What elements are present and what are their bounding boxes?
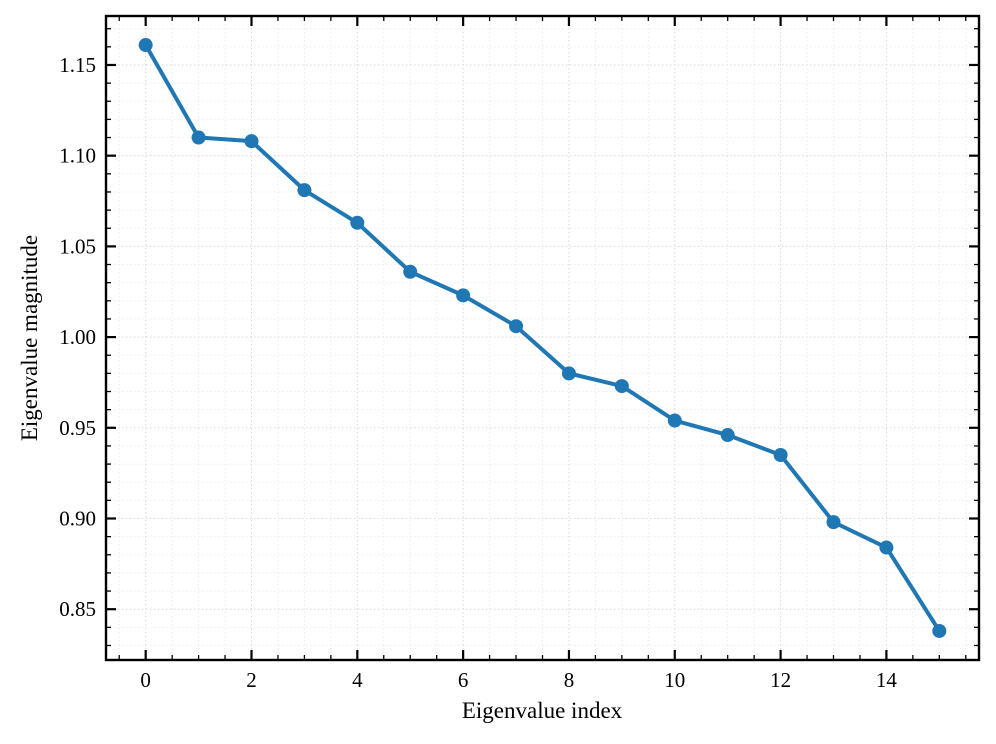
y-tick-label: 1.05: [59, 234, 96, 258]
y-tick-label: 0.95: [59, 416, 96, 440]
y-tick-label: 1.10: [59, 144, 96, 168]
data-point-marker: [138, 38, 153, 53]
data-line: [143, 43, 942, 633]
y-tick-label: 1.00: [59, 325, 96, 349]
data-point-marker: [614, 379, 629, 394]
minor-grid-layer: [106, 16, 979, 660]
x-tick-label: 2: [246, 668, 257, 692]
data-point-marker: [191, 130, 206, 145]
x-tick-label: 6: [458, 668, 469, 692]
tick-labels-layer: 0 2 4 6 8 10 12 14 0.85 0.90 0.95 1.00 1.05 1.10 1.15: [59, 53, 897, 692]
data-point-marker: [403, 264, 418, 279]
data-point-marker: [561, 366, 576, 381]
data-point-marker: [879, 540, 894, 555]
data-point-marker: [456, 288, 471, 303]
y-tick-label: 0.90: [59, 507, 96, 531]
x-tick-label: 8: [564, 668, 575, 692]
data-point-marker: [297, 183, 312, 198]
x-tick-label: 4: [352, 668, 363, 692]
data-point-marker: [720, 428, 735, 443]
data-point-marker: [244, 134, 259, 149]
axes-frame: [104, 14, 981, 662]
data-point-marker: [826, 515, 841, 530]
x-tick-label: 14: [876, 668, 898, 692]
data-point-marker: [773, 448, 788, 463]
y-axis-title: Eigenvalue magnitude: [17, 234, 42, 442]
data-point-marker: [509, 319, 524, 334]
data-point-marker: [932, 623, 947, 638]
y-tick-label: 1.15: [59, 53, 96, 77]
series-layer: [138, 38, 947, 638]
x-tick-label: 0: [140, 668, 151, 692]
y-tick-label: 0.85: [59, 597, 96, 621]
axes-spines: [104, 14, 981, 662]
x-tick-label: 10: [664, 668, 685, 692]
data-point-marker: [667, 413, 682, 428]
x-axis-title: Eigenvalue index: [461, 698, 623, 723]
x-tick-label: 12: [770, 668, 791, 692]
data-point-marker: [350, 215, 365, 230]
